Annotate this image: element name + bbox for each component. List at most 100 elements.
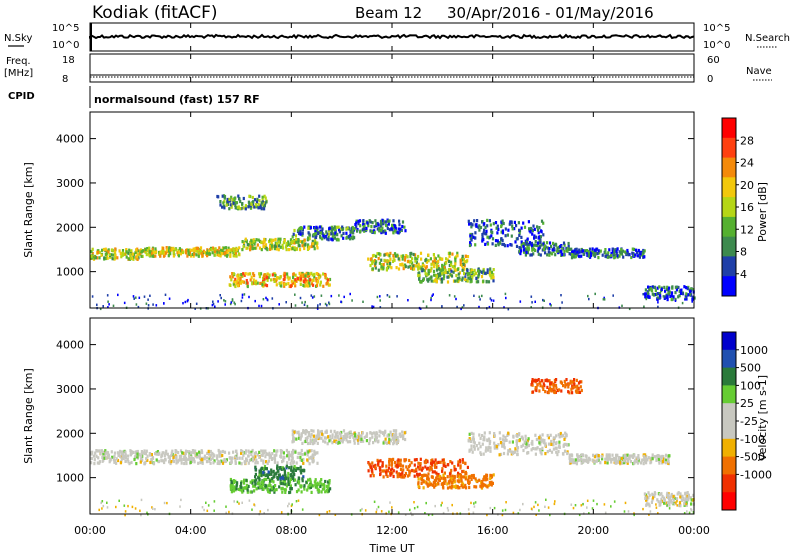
data-cell <box>359 224 362 228</box>
data-cell <box>417 461 420 465</box>
data-cell <box>536 241 539 245</box>
data-cell <box>649 510 652 513</box>
data-cell <box>273 244 276 248</box>
data-cell <box>269 454 273 458</box>
data-cell <box>422 480 425 484</box>
data-cell <box>430 262 433 266</box>
data-cell <box>195 302 198 305</box>
data-cell <box>520 444 523 449</box>
data-cell <box>235 483 238 488</box>
data-cell <box>328 481 331 485</box>
data-cell <box>464 276 467 280</box>
data-cell <box>331 436 334 440</box>
data-cell <box>294 483 297 487</box>
data-cell <box>326 304 328 307</box>
data-cell <box>388 254 391 258</box>
data-cell <box>294 284 297 288</box>
data-cell <box>105 256 108 261</box>
data-cell <box>157 459 160 464</box>
data-cell <box>331 235 334 239</box>
data-cell <box>479 445 482 449</box>
data-cell <box>207 250 210 254</box>
data-cell <box>667 291 670 295</box>
data-cell <box>515 224 518 228</box>
data-cell <box>637 459 640 463</box>
data-cell <box>396 295 398 298</box>
data-cell <box>521 435 524 439</box>
data-cell <box>647 496 650 500</box>
data-cell <box>464 272 467 276</box>
data-cell <box>533 379 536 383</box>
data-cell <box>375 260 378 264</box>
data-cell <box>473 446 476 450</box>
data-cell <box>576 250 579 254</box>
data-cell <box>270 468 273 472</box>
data-cell <box>133 457 136 462</box>
data-cell <box>633 513 635 517</box>
data-cell <box>501 231 505 235</box>
data-cell <box>172 250 175 254</box>
nsky-line <box>89 33 695 40</box>
data-cell <box>527 248 530 252</box>
data-cell <box>679 504 682 508</box>
data-cell <box>213 500 216 503</box>
data-cell <box>313 441 316 445</box>
data-cell <box>530 441 533 446</box>
data-cell <box>399 458 402 462</box>
data-cell <box>332 232 335 236</box>
data-cell <box>356 438 360 442</box>
colorbar-segment <box>722 236 736 257</box>
data-cell <box>371 461 374 465</box>
data-cell <box>379 430 382 434</box>
data-cell <box>481 434 484 438</box>
data-cell <box>230 479 233 484</box>
data-cell <box>124 459 127 463</box>
data-cell <box>398 472 401 476</box>
data-cell <box>162 246 165 250</box>
data-cell <box>485 446 488 450</box>
data-cell <box>333 236 336 240</box>
data-cell <box>442 463 445 467</box>
data-cell <box>341 439 344 443</box>
data-cell <box>663 496 666 500</box>
data-cell <box>506 452 509 456</box>
data-cell <box>315 225 318 229</box>
data-cell <box>219 203 222 207</box>
data-cell <box>628 307 631 311</box>
data-cell <box>310 294 313 297</box>
data-cell <box>289 473 292 477</box>
data-cell <box>468 449 471 453</box>
data-cell <box>487 448 490 452</box>
data-cell <box>296 276 299 281</box>
data-cell <box>380 267 383 271</box>
data-cell <box>232 489 235 493</box>
data-cell <box>247 205 250 209</box>
data-cell <box>338 230 341 234</box>
data-cell <box>228 510 230 514</box>
data-cell <box>113 460 116 464</box>
data-cell <box>377 257 380 261</box>
data-cell <box>91 295 94 298</box>
data-cell <box>155 304 158 307</box>
data-cell <box>129 449 132 453</box>
data-cell <box>283 274 286 278</box>
data-cell <box>236 205 239 209</box>
data-cell <box>393 438 396 442</box>
data-cell <box>448 263 451 267</box>
data-cell <box>229 254 232 258</box>
data-cell <box>659 297 661 300</box>
data-cell <box>106 454 109 458</box>
data-cell <box>508 222 511 226</box>
data-cell <box>660 492 663 496</box>
data-cell <box>674 501 677 505</box>
data-cell <box>533 505 535 509</box>
data-cell <box>288 243 291 247</box>
data-cell <box>523 440 526 444</box>
data-cell <box>315 277 318 281</box>
data-cell <box>449 267 452 271</box>
data-cell <box>253 205 256 209</box>
data-cell <box>297 230 300 234</box>
data-cell <box>683 512 686 515</box>
data-cell <box>569 458 572 462</box>
data-cell <box>616 453 619 457</box>
